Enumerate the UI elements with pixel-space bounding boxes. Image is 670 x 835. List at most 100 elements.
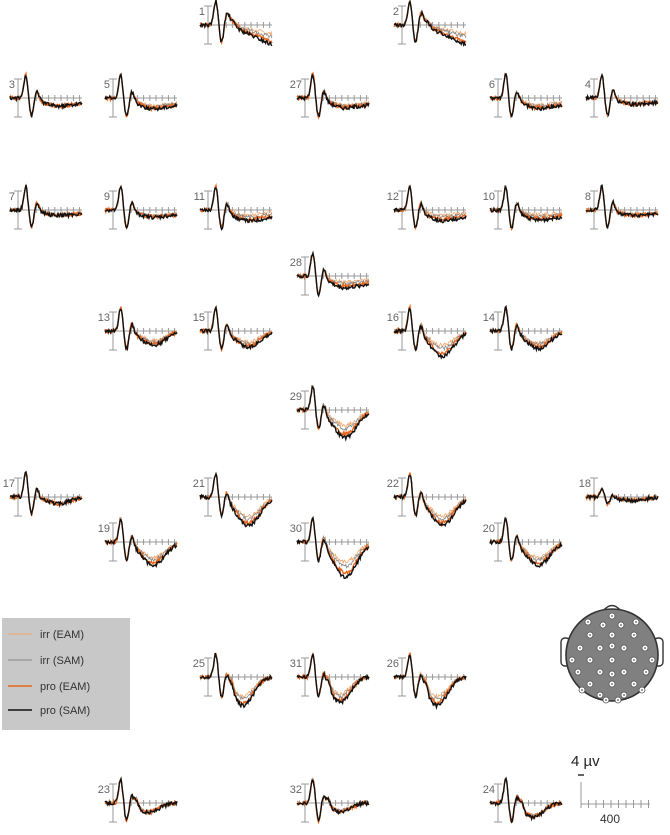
electrode-center bbox=[587, 621, 589, 623]
electrode-center bbox=[645, 671, 647, 673]
trace-pro-eam bbox=[9, 472, 83, 517]
electrode-center bbox=[633, 634, 635, 636]
scale-bar: 4 µv 400 bbox=[571, 753, 650, 826]
electrode-center bbox=[651, 659, 653, 661]
trace-pro-eam bbox=[393, 472, 467, 527]
electrode-center bbox=[644, 647, 646, 649]
electrode-center bbox=[589, 634, 591, 636]
trace-pro-sam bbox=[393, 474, 467, 528]
channel-plot-28: 28 bbox=[290, 250, 370, 298]
channel-label-12: 12 bbox=[387, 191, 399, 203]
channel-label-5: 5 bbox=[104, 79, 110, 91]
electrode-center bbox=[611, 683, 613, 685]
channel-label-3: 3 bbox=[9, 79, 15, 91]
channel-plot-5: 5 bbox=[104, 72, 178, 119]
trace-pro-sam bbox=[393, 307, 467, 360]
trace-pro-eam bbox=[9, 71, 83, 117]
legend-item-pro-sam: pro (SAM) bbox=[8, 705, 90, 717]
channel-plot-27: 27 bbox=[290, 71, 370, 121]
channel-plot-9: 9 bbox=[104, 184, 178, 231]
trace-irr-eam bbox=[9, 73, 83, 117]
trace-pro-sam bbox=[489, 72, 563, 118]
amplitude-scale-label: 4 µv bbox=[571, 753, 600, 770]
trace-pro-eam bbox=[104, 306, 178, 352]
trace-pro-sam bbox=[489, 304, 563, 353]
electrode-center bbox=[599, 694, 601, 696]
channel-label-30: 30 bbox=[290, 523, 302, 535]
channel-label-6: 6 bbox=[489, 79, 495, 91]
channel-plot-26: 26 bbox=[387, 652, 467, 711]
trace-irr-sam bbox=[199, 0, 273, 42]
channel-label-25: 25 bbox=[193, 658, 205, 670]
channel-plot-32: 32 bbox=[290, 777, 370, 825]
electrode-center bbox=[611, 615, 613, 617]
channel-plot-10: 10 bbox=[483, 184, 563, 231]
trace-pro-eam bbox=[393, 652, 467, 706]
trace-pro-sam bbox=[585, 184, 659, 230]
time-scale-label: 400 bbox=[600, 812, 620, 826]
trace-pro-sam bbox=[9, 184, 83, 228]
trace-pro-eam bbox=[296, 252, 370, 295]
trace-pro-eam bbox=[199, 473, 273, 527]
trace-pro-sam bbox=[104, 72, 178, 116]
electrode-center bbox=[617, 699, 619, 701]
channel-plot-21: 21 bbox=[193, 471, 273, 528]
channel-label-24: 24 bbox=[483, 784, 495, 796]
trace-pro-sam bbox=[585, 487, 659, 505]
trace-pro-sam bbox=[489, 516, 563, 568]
channel-label-29: 29 bbox=[290, 391, 302, 403]
channel-plot-3: 3 bbox=[9, 71, 83, 118]
channel-label-21: 21 bbox=[193, 478, 205, 490]
electrode-center bbox=[599, 647, 601, 649]
legend: irr (EAM) irr (SAM) pro (EAM) pro (SAM) bbox=[2, 618, 130, 730]
trace-pro-eam bbox=[585, 186, 659, 227]
channel-label-8: 8 bbox=[585, 191, 591, 203]
channel-plot-6: 6 bbox=[489, 72, 563, 119]
channel-label-23: 23 bbox=[98, 784, 110, 796]
trace-pro-sam bbox=[296, 515, 370, 579]
trace-pro-sam bbox=[199, 186, 273, 231]
legend-label-pro-sam: pro (SAM) bbox=[40, 705, 90, 717]
trace-irr-sam bbox=[296, 251, 370, 297]
electrode-center bbox=[641, 689, 643, 691]
channel-plot-1: 1 bbox=[199, 0, 273, 47]
electrode-head-map bbox=[560, 604, 664, 704]
channel-plot-7: 7 bbox=[9, 183, 83, 230]
trace-pro-sam bbox=[296, 384, 370, 442]
trace-pro-eam bbox=[489, 72, 563, 119]
electrode-center bbox=[623, 671, 625, 673]
channel-plot-29: 29 bbox=[290, 384, 370, 442]
channel-label-32: 32 bbox=[290, 784, 302, 796]
electrode-center bbox=[635, 621, 637, 623]
electrode-center bbox=[577, 671, 579, 673]
channel-label-31: 31 bbox=[290, 658, 302, 670]
trace-pro-eam bbox=[296, 385, 370, 438]
channel-plot-23: 23 bbox=[98, 776, 178, 823]
channel-label-11: 11 bbox=[194, 191, 205, 203]
electrode-center bbox=[602, 624, 604, 626]
trace-irr-sam bbox=[296, 777, 370, 821]
channel-label-14: 14 bbox=[483, 312, 495, 324]
trace-pro-sam bbox=[104, 184, 178, 230]
trace-pro-sam bbox=[296, 250, 370, 298]
trace-pro-sam bbox=[104, 518, 178, 569]
legend-item-pro-eam: pro (EAM) bbox=[8, 681, 90, 693]
electrode-center bbox=[611, 634, 613, 636]
channel-label-19: 19 bbox=[98, 523, 110, 535]
trace-pro-sam bbox=[585, 73, 659, 117]
channel-label-9: 9 bbox=[104, 191, 110, 203]
electrode-center bbox=[633, 659, 635, 661]
electrode-center bbox=[589, 683, 591, 685]
trace-irr-sam bbox=[199, 185, 273, 229]
channel-label-15: 15 bbox=[193, 312, 205, 324]
electrode-center bbox=[623, 647, 625, 649]
electrode-center bbox=[605, 699, 607, 701]
trace-pro-eam bbox=[104, 73, 178, 119]
channel-plot-17: 17 bbox=[3, 470, 83, 517]
channel-plot-31: 31 bbox=[290, 651, 370, 706]
channel-plot-14: 14 bbox=[483, 304, 563, 353]
channel-plot-13: 13 bbox=[98, 306, 178, 352]
channel-label-17: 17 bbox=[3, 478, 15, 490]
trace-pro-eam bbox=[296, 517, 370, 575]
